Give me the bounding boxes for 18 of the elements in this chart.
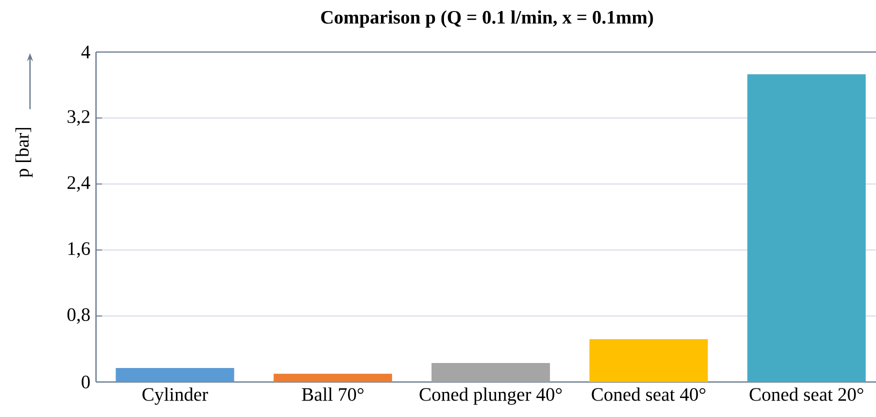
y-tick-label: 4 [81,46,90,58]
y-axis-title: p [bar] [15,128,33,178]
chart-title: Comparison p (Q = 0.1 l/min, x = 0.1mm) [321,10,653,28]
bar [589,339,708,382]
bar [432,363,550,382]
y-tick-label: 0,8 [67,308,90,324]
y-tick-label: 2,4 [68,176,90,192]
x-tick-label: Coned seat 20° [750,388,864,401]
x-tick-label: Cylinder [142,388,208,405]
x-tick-label: Coned plunger 40° [420,388,562,405]
bar [116,368,234,382]
y-tick-label: 1,6 [68,242,90,258]
y-tick-label: 3,2 [68,110,90,126]
y-tick-label: 0 [82,376,90,388]
bar [747,74,866,382]
x-tick-label: Ball 70° [302,388,364,401]
bar [274,374,392,382]
x-tick-label: Coned seat 40° [592,388,706,401]
